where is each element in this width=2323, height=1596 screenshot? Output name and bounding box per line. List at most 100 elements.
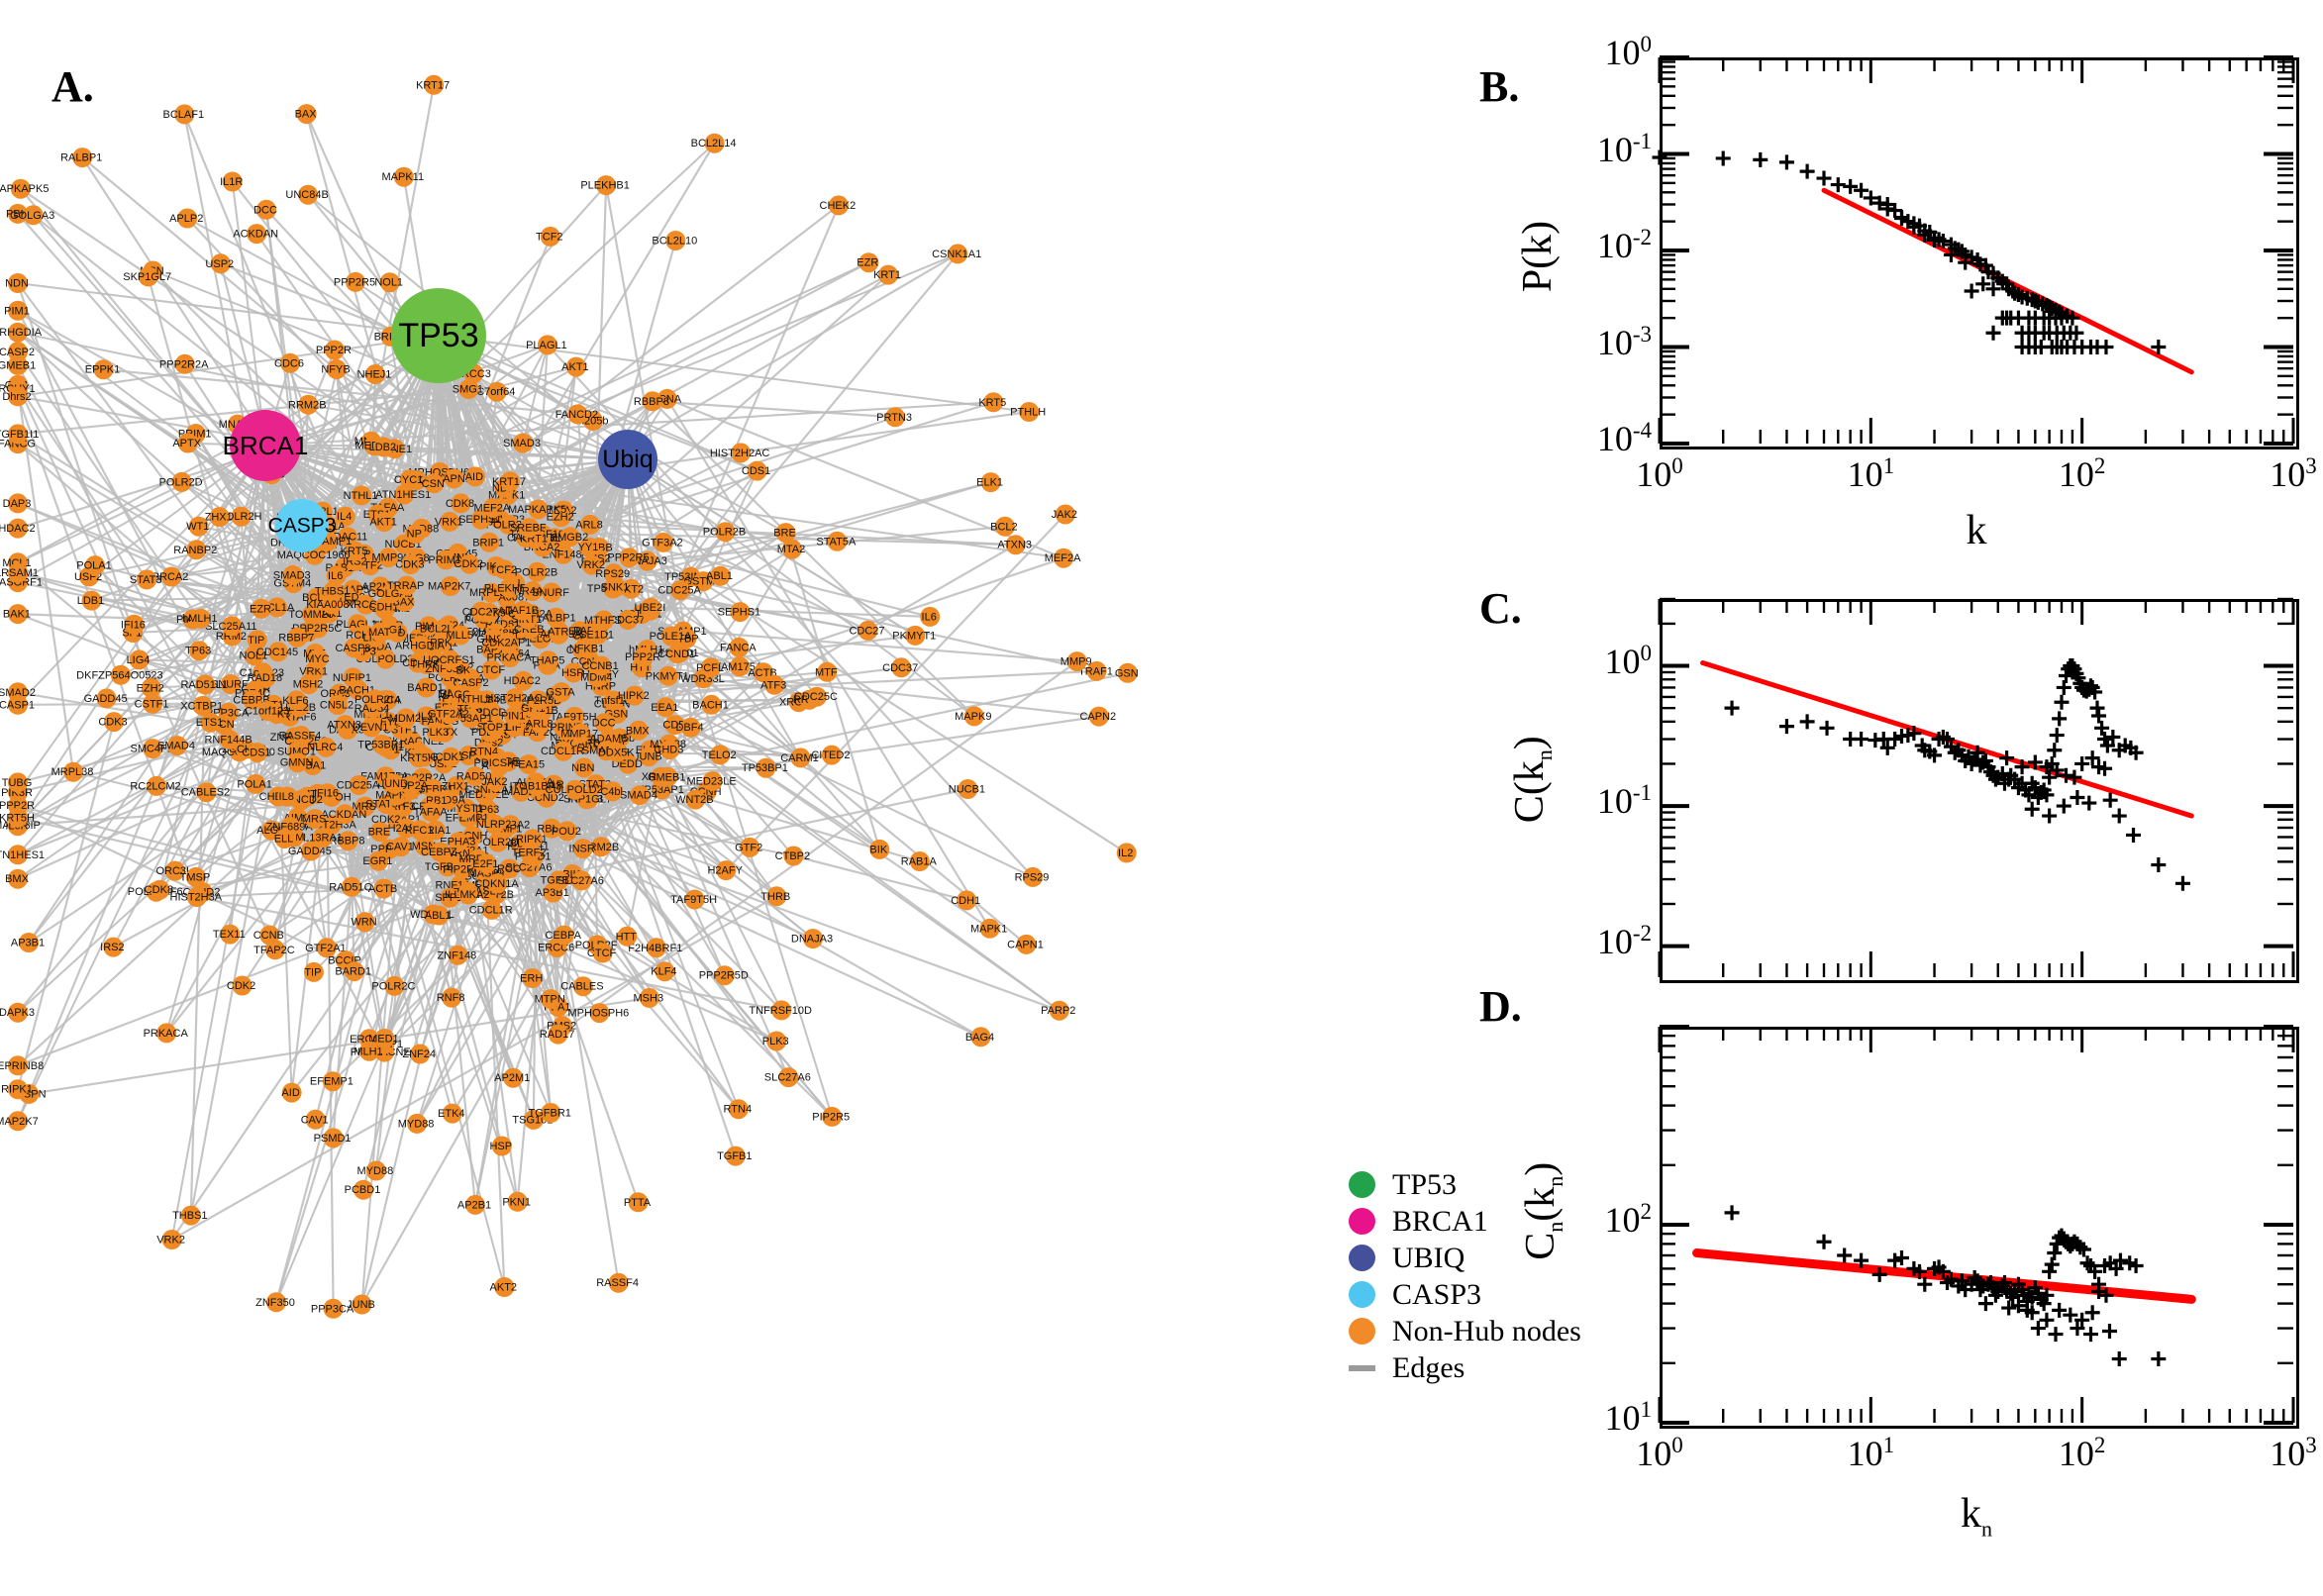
network-node-label: POLR2C xyxy=(371,980,415,992)
network-node-label: CTBP2 xyxy=(775,850,810,862)
network-node-label: CAPN2 xyxy=(1079,711,1116,723)
network-node-label: HIST2H2AC xyxy=(710,448,770,459)
legend-label: Edges xyxy=(1392,1350,1465,1384)
network-node-label: LDB2 xyxy=(369,442,397,453)
network-node-label: FANCD2 xyxy=(556,409,598,421)
network-node-label: SMAD3 xyxy=(273,569,311,581)
network-node-label: BRIP1 xyxy=(472,537,504,549)
legend-swatch-dot xyxy=(1349,1245,1375,1271)
data-point xyxy=(1799,163,1815,179)
legend-swatch-dot xyxy=(1349,1318,1375,1345)
network-node-label: HMGB2 xyxy=(550,532,588,544)
network-node-label: PIN1 xyxy=(501,711,525,723)
network-node-label: H2AFY xyxy=(707,865,743,877)
network-hub-ubiq[interactable]: Ubiq xyxy=(598,430,657,489)
network-node-label: MEF2A xyxy=(1045,552,1081,564)
network-node-layer: TAFAAARL8GSTAALG8MAGOHMCL1ACDC145DDX5KKI… xyxy=(0,74,1139,1319)
network-node-label: TELO2 xyxy=(702,749,737,761)
network-node-label: PTHLH xyxy=(1010,407,1046,419)
network-node-label: CDS1 xyxy=(242,748,270,759)
panel-b-xtick-label: 103 xyxy=(2270,453,2317,494)
panel-b-plot: B. P(k) k 100 10-1 10-2 10-3 10-4 100 101 102 10… xyxy=(1465,20,2317,574)
network-node-label: RAD51C xyxy=(329,881,371,893)
network-node-label: ERH xyxy=(520,973,543,985)
network-node-label: FANCA xyxy=(720,642,757,653)
network-node-label: ARL8 xyxy=(575,519,603,531)
network-node-label: EGR1 xyxy=(362,855,392,867)
network-node-label: CHEK2 xyxy=(820,200,857,212)
network-node-label: ETK4 xyxy=(438,1108,465,1120)
panel-b-xtick-label: 102 xyxy=(2058,453,2106,494)
network-node-label: CTCF xyxy=(587,948,617,959)
network-node-label: WT1 xyxy=(186,521,209,533)
network-node-label: CDKN1A xyxy=(474,878,519,890)
network-node-label: NFYB xyxy=(321,364,350,376)
network-node-label: MSH3 xyxy=(634,992,664,1004)
panel-b-ytick-label: 10-1 xyxy=(1596,128,1652,169)
network-node-label: TNFRSF10D xyxy=(749,1005,812,1017)
network-node-label: CDC145 xyxy=(256,647,298,658)
network-node-label: NTHL1 xyxy=(344,490,378,502)
network-node-label: CDK8 xyxy=(145,884,173,896)
network-node-label: CEBPZ xyxy=(421,847,457,858)
network-node-label: Dhrs2 xyxy=(2,391,31,403)
network-node-label: KRT17 xyxy=(492,476,526,488)
network-node-label: TP53BP1 xyxy=(742,762,788,774)
network-node-label: CDC27 xyxy=(462,606,498,618)
network-node-label: MAT xyxy=(368,627,391,639)
data-point xyxy=(2098,340,2114,354)
network-node-label: TAF9T5H xyxy=(670,894,717,906)
network-node-label: C1orf123 xyxy=(245,706,289,718)
network-node-label: MSH2 xyxy=(293,679,324,691)
data-point xyxy=(1753,151,1768,167)
network-node-label: hMLH1 xyxy=(182,613,217,625)
network-node-label: SREBF xyxy=(510,523,547,535)
network-node-label: PLK3 xyxy=(422,727,449,739)
network-node-label: AKT1 xyxy=(369,517,397,529)
hub-label: Ubiq xyxy=(602,446,653,473)
network-node-label: TUBG xyxy=(2,777,33,789)
network-node-label: MEF2A xyxy=(474,502,511,514)
network-node-label: SMAD3 xyxy=(503,438,541,449)
network-node-label: TGFB1I1 xyxy=(0,429,39,441)
network-node-label: ACKDAN xyxy=(321,809,366,821)
panel-b-ytick-label: 10-2 xyxy=(1596,225,1652,265)
network-node-label: CDC25A xyxy=(657,585,701,597)
panel-b-xtick-label: 100 xyxy=(1636,453,1683,494)
network-node-label: SKP1GL7 xyxy=(123,271,171,283)
network-node-label: MTPN xyxy=(535,994,565,1006)
network-node-label: NHEJ1 xyxy=(357,369,392,381)
network-node-label: SEPRINB8 xyxy=(0,1060,44,1072)
network-node-label: BARD1 xyxy=(335,966,371,978)
network-node-label: NUFIP1 xyxy=(333,672,371,684)
network-node-label: NOL1 xyxy=(374,277,403,289)
network-node-label: KRT17 xyxy=(416,79,450,91)
network-node-label: HTT xyxy=(616,931,638,943)
network-node-label: CDC25C xyxy=(794,691,838,703)
network-node-label: CDK8 xyxy=(446,498,474,510)
network-node-label: ATR xyxy=(548,627,568,639)
network-node-label: BCL2L14 xyxy=(691,138,737,150)
network-node-label: BMX xyxy=(626,725,651,737)
network-node-label: JUND xyxy=(379,778,408,790)
network-node-label: AID xyxy=(465,471,483,483)
network-node-label: CDC6 xyxy=(274,357,304,369)
network-node-label: PEA15 xyxy=(511,759,545,771)
network-node-label: GSN xyxy=(1115,667,1139,679)
network-node-label: ETS1 xyxy=(196,717,224,729)
network-node-label: KIAA0087 xyxy=(306,599,355,611)
network-node-label: KRT1 xyxy=(873,269,901,281)
legend-swatch-dot xyxy=(1349,1208,1375,1235)
network-node-label: PKN1 xyxy=(502,1196,531,1208)
network-node-label: CSNK1A1 xyxy=(932,249,981,260)
network-node-label: CASP1 xyxy=(0,699,35,711)
network-node-label: TFAP2C xyxy=(253,945,295,956)
network-node-label: THAP5 xyxy=(530,655,564,667)
network-node-label: EFEMP1 xyxy=(310,1076,354,1088)
network-node-label: ABL1 xyxy=(425,910,452,922)
network-node-label: TCF2 xyxy=(490,564,518,576)
network-node-label: IL2 xyxy=(1118,848,1133,859)
network-node-label: SMG1 xyxy=(453,384,483,396)
network-node-label: IFI16 xyxy=(121,619,146,631)
network-hub-tp53[interactable]: TP53 xyxy=(391,288,486,383)
